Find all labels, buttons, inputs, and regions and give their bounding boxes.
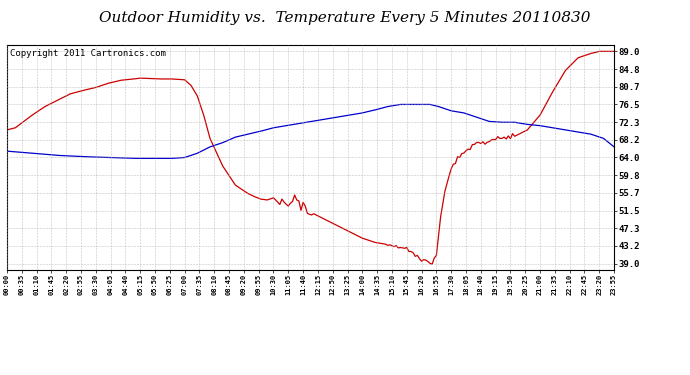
Text: Outdoor Humidity vs.  Temperature Every 5 Minutes 20110830: Outdoor Humidity vs. Temperature Every 5… (99, 11, 591, 25)
Text: Copyright 2011 Cartronics.com: Copyright 2011 Cartronics.com (10, 50, 166, 58)
